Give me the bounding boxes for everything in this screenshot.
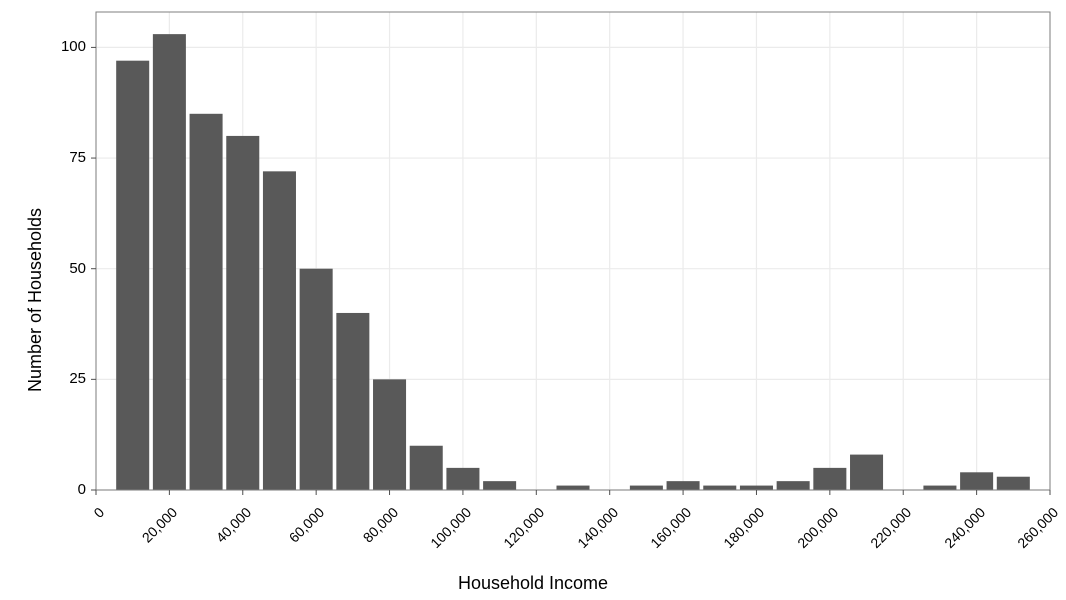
- y-tick-label: 75: [36, 149, 86, 166]
- x-axis-label: Household Income: [0, 573, 1066, 594]
- histogram-chart: Number of Households Household Income 0 2…: [0, 0, 1066, 600]
- histogram-bar: [483, 481, 516, 490]
- histogram-bar: [446, 468, 479, 490]
- histogram-bar: [850, 455, 883, 490]
- y-axis-label: Number of Households: [25, 208, 46, 392]
- histogram-bar: [630, 486, 663, 490]
- histogram-bar: [263, 171, 296, 490]
- y-tick-label: 50: [36, 260, 86, 277]
- histogram-bar: [190, 114, 223, 490]
- histogram-bar: [777, 481, 810, 490]
- histogram-bar: [740, 486, 773, 490]
- y-tick-label: 25: [36, 370, 86, 387]
- histogram-bar: [410, 446, 443, 490]
- histogram-bar: [813, 468, 846, 490]
- histogram-bar: [667, 481, 700, 490]
- histogram-bar: [226, 136, 259, 490]
- y-tick-label: 0: [36, 481, 86, 498]
- histogram-bar: [116, 61, 149, 490]
- histogram-bar: [997, 477, 1030, 490]
- histogram-bar: [336, 313, 369, 490]
- histogram-bar: [153, 34, 186, 490]
- y-tick-label: 100: [36, 38, 86, 55]
- histogram-bar: [923, 486, 956, 490]
- histogram-bar: [300, 269, 333, 490]
- histogram-bar: [703, 486, 736, 490]
- histogram-bar: [373, 379, 406, 490]
- histogram-bar: [960, 472, 993, 490]
- histogram-bar: [556, 486, 589, 490]
